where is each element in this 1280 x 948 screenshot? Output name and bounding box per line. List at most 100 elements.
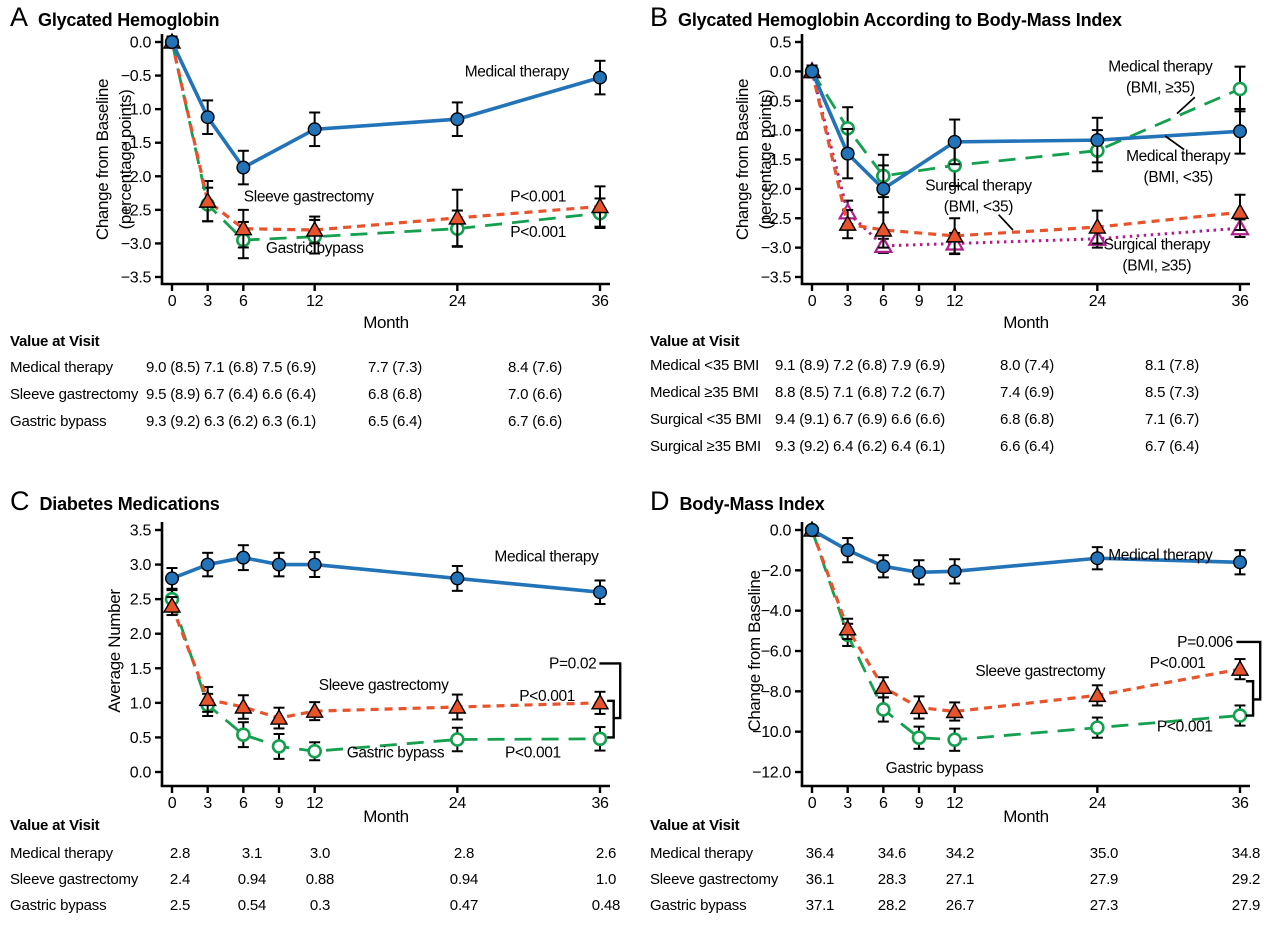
y-axis-label: (percentage points): [116, 90, 135, 230]
marker: [164, 571, 179, 586]
value-cell: 7.2 (6.8): [833, 357, 888, 374]
annotation-label: Gastric bypass: [347, 745, 445, 762]
y-tick-label: −1.0: [761, 123, 792, 140]
value-cell: 6.4 (6.1): [891, 438, 946, 455]
panel-title-text: Glycated Hemoglobin: [38, 10, 220, 30]
row-label: Medical therapy: [10, 845, 113, 862]
value-cell: 9.5 (8.9): [146, 386, 201, 403]
value-cell: 34.8: [1231, 845, 1261, 862]
annotation-label: P<0.001: [1157, 719, 1213, 736]
row-label: Medical therapy: [650, 845, 753, 862]
value-cell: 6.7 (6.6): [508, 413, 563, 430]
marker: [198, 689, 217, 707]
x-tick-label: 12: [306, 293, 324, 310]
value-cell: 8.0 (7.4): [1000, 357, 1055, 374]
row-label: Surgical <35 BMI: [650, 411, 762, 428]
x-axis-label: Month: [363, 313, 409, 332]
x-tick-label: 24: [1089, 795, 1107, 812]
marker: [876, 559, 891, 574]
y-tick-label: 0.5: [770, 35, 792, 52]
marker: [593, 585, 608, 600]
annotation-label: (BMI, ≥35): [1122, 258, 1191, 275]
value-cell: 9.4 (9.1): [775, 411, 830, 428]
value-cell: 2.8: [453, 845, 475, 862]
value-cell: 0.48: [591, 897, 621, 914]
value-cell: 2.6: [595, 845, 617, 862]
marker: [874, 220, 893, 237]
x-tick-label: 6: [879, 795, 888, 812]
series-medical-therapy: [804, 522, 1248, 586]
value-cell: 7.1 (6.8): [833, 384, 888, 401]
value-cell: 9.0 (8.5): [146, 359, 201, 376]
table-row: Sleeve gastrectomy 9.5 (8.9) 6.7 (6.4) 6.6 …: [8, 385, 638, 405]
marker: [874, 677, 893, 694]
value-cell: 2.8: [169, 845, 191, 862]
marker: [1233, 555, 1248, 570]
marker: [450, 112, 465, 127]
value-cell: 8.5 (7.3): [1145, 384, 1200, 401]
y-tick-label: 3.5: [130, 523, 152, 540]
marker: [1233, 124, 1248, 139]
chart-body-mass-index: 0.0−2.0−4.0−6.0−8.0−10.0−12.00 3 6 9 12 24 36M…: [745, 520, 1262, 826]
annotation-label: Medical therapy: [1108, 547, 1213, 564]
marker: [804, 522, 819, 538]
value-cell: 9.3 (9.2): [146, 413, 201, 430]
y-tick-label: −3.5: [761, 270, 792, 287]
panel-title-text: Glycated Hemoglobin According to Body-Ma…: [678, 10, 1122, 30]
x-tick-label: 3: [843, 795, 852, 812]
x-tick-label: 3: [203, 293, 212, 310]
y-tick-label: 0.0: [770, 64, 792, 81]
value-cell: 2.4: [169, 871, 191, 888]
annotation-label: P=0.006: [1177, 634, 1233, 651]
y-tick-label: 0.0: [770, 523, 792, 540]
marker: [840, 543, 855, 558]
marker: [1088, 217, 1107, 234]
marker: [945, 702, 964, 719]
table-row: Surgical <35 BMI 9.4 (9.1) 6.7 (6.9) 6.6 (6…: [648, 410, 1278, 430]
marker: [450, 571, 465, 586]
value-cell: 8.1 (7.8): [1145, 357, 1200, 374]
annotation-label: Medical therapy: [465, 64, 570, 81]
marker: [236, 550, 251, 565]
x-tick-label: 24: [449, 293, 467, 310]
annotation-label: Medical therapy: [1108, 59, 1213, 76]
panel-glycated-hemoglobin-bmi: B Glycated Hemoglobin According to Body-…: [648, 4, 1280, 464]
y-axis-label: Change from Baseline: [745, 570, 764, 731]
annotation-label: Sleeve gastrectomy: [319, 677, 449, 694]
marker: [590, 693, 610, 710]
x-tick-label: 36: [591, 795, 609, 812]
value-cell: 2.5: [169, 897, 191, 914]
y-axis-label: Average Number: [105, 589, 124, 713]
marker: [307, 122, 322, 137]
value-cell: 6.6 (6.4): [262, 386, 317, 403]
value-cell: 0.94: [237, 871, 267, 888]
row-label: Gastric bypass: [10, 897, 107, 914]
x-axis-label: Month: [1003, 807, 1049, 826]
marker: [804, 64, 819, 79]
y-tick-label: −2.5: [121, 202, 152, 219]
panel-title: C Diabetes Medications: [10, 488, 220, 515]
table-row: Sleeve gastrectomy 2.4 0.94 0.88 0.94 1.0: [8, 870, 638, 890]
y-tick-label: −1.5: [761, 152, 792, 169]
x-tick-label: 0: [808, 795, 817, 812]
row-label: Sleeve gastrectomy: [10, 871, 139, 888]
panel-title: A Glycated Hemoglobin: [10, 4, 219, 31]
value-cell: 6.5 (6.4): [368, 413, 423, 430]
marker: [840, 146, 855, 161]
value-cell: 6.8 (6.8): [368, 386, 423, 403]
comparison-brackets: [599, 662, 622, 739]
panel-glycated-hemoglobin: A Glycated Hemoglobin 0.0 −0.5 −1.0 −1.5 −2.…: [8, 4, 640, 464]
table-row: Surgical ≥35 BMI 9.3 (9.2) 6.4 (6.2) 6.4 (6…: [648, 437, 1278, 457]
value-cell: 27.1: [945, 871, 975, 888]
marker: [592, 731, 608, 747]
x-tick-label: 0: [168, 795, 177, 812]
annotation-label: Surgical therapy: [1104, 237, 1211, 254]
marker: [1230, 202, 1250, 220]
marker: [590, 197, 610, 214]
table-row: Medical ≥35 BMI 8.8 (8.5) 7.1 (6.8) 7.2 (6.…: [648, 383, 1278, 403]
annotation-label: P<0.001: [1150, 655, 1206, 672]
panel-diabetes-medications: C Diabetes Medications 3.5 3.0 2.5 2.0 1.5 1.…: [8, 488, 640, 948]
marker: [450, 732, 465, 747]
value-cell: 6.3 (6.1): [262, 413, 317, 430]
marker: [876, 181, 891, 196]
